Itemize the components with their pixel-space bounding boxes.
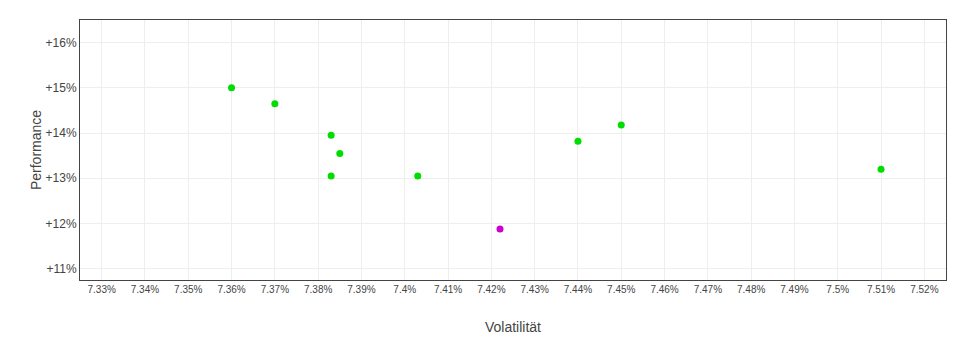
svg-text:+15%: +15% (46, 81, 77, 95)
svg-text:7.33%: 7.33% (87, 284, 115, 295)
svg-text:7.45%: 7.45% (607, 284, 635, 295)
svg-text:7.42%: 7.42% (477, 284, 505, 295)
svg-text:7.46%: 7.46% (650, 284, 678, 295)
svg-text:7.43%: 7.43% (520, 284, 548, 295)
svg-text:7.52%: 7.52% (910, 284, 938, 295)
svg-text:+16%: +16% (46, 36, 77, 50)
svg-text:+11%: +11% (46, 262, 76, 276)
svg-text:7.51%: 7.51% (867, 284, 895, 295)
svg-text:7.47%: 7.47% (694, 284, 722, 295)
svg-text:7.48%: 7.48% (737, 284, 765, 295)
svg-text:+12%: +12% (46, 217, 77, 231)
svg-text:7.41%: 7.41% (434, 284, 462, 295)
svg-text:7.36%: 7.36% (217, 284, 245, 295)
svg-text:7.49%: 7.49% (780, 284, 808, 295)
svg-text:7.35%: 7.35% (174, 284, 202, 295)
svg-text:+14%: +14% (46, 126, 77, 140)
svg-text:7.44%: 7.44% (564, 284, 592, 295)
svg-text:7.5%: 7.5% (826, 284, 849, 295)
svg-text:7.39%: 7.39% (347, 284, 375, 295)
svg-text:Volatilität: Volatilität (485, 319, 541, 335)
svg-text:7.38%: 7.38% (304, 284, 332, 295)
svg-text:7.4%: 7.4% (393, 284, 416, 295)
svg-text:Performance: Performance (28, 110, 44, 190)
svg-text:7.37%: 7.37% (261, 284, 289, 295)
svg-text:+13%: +13% (46, 171, 77, 185)
svg-text:7.34%: 7.34% (131, 284, 159, 295)
